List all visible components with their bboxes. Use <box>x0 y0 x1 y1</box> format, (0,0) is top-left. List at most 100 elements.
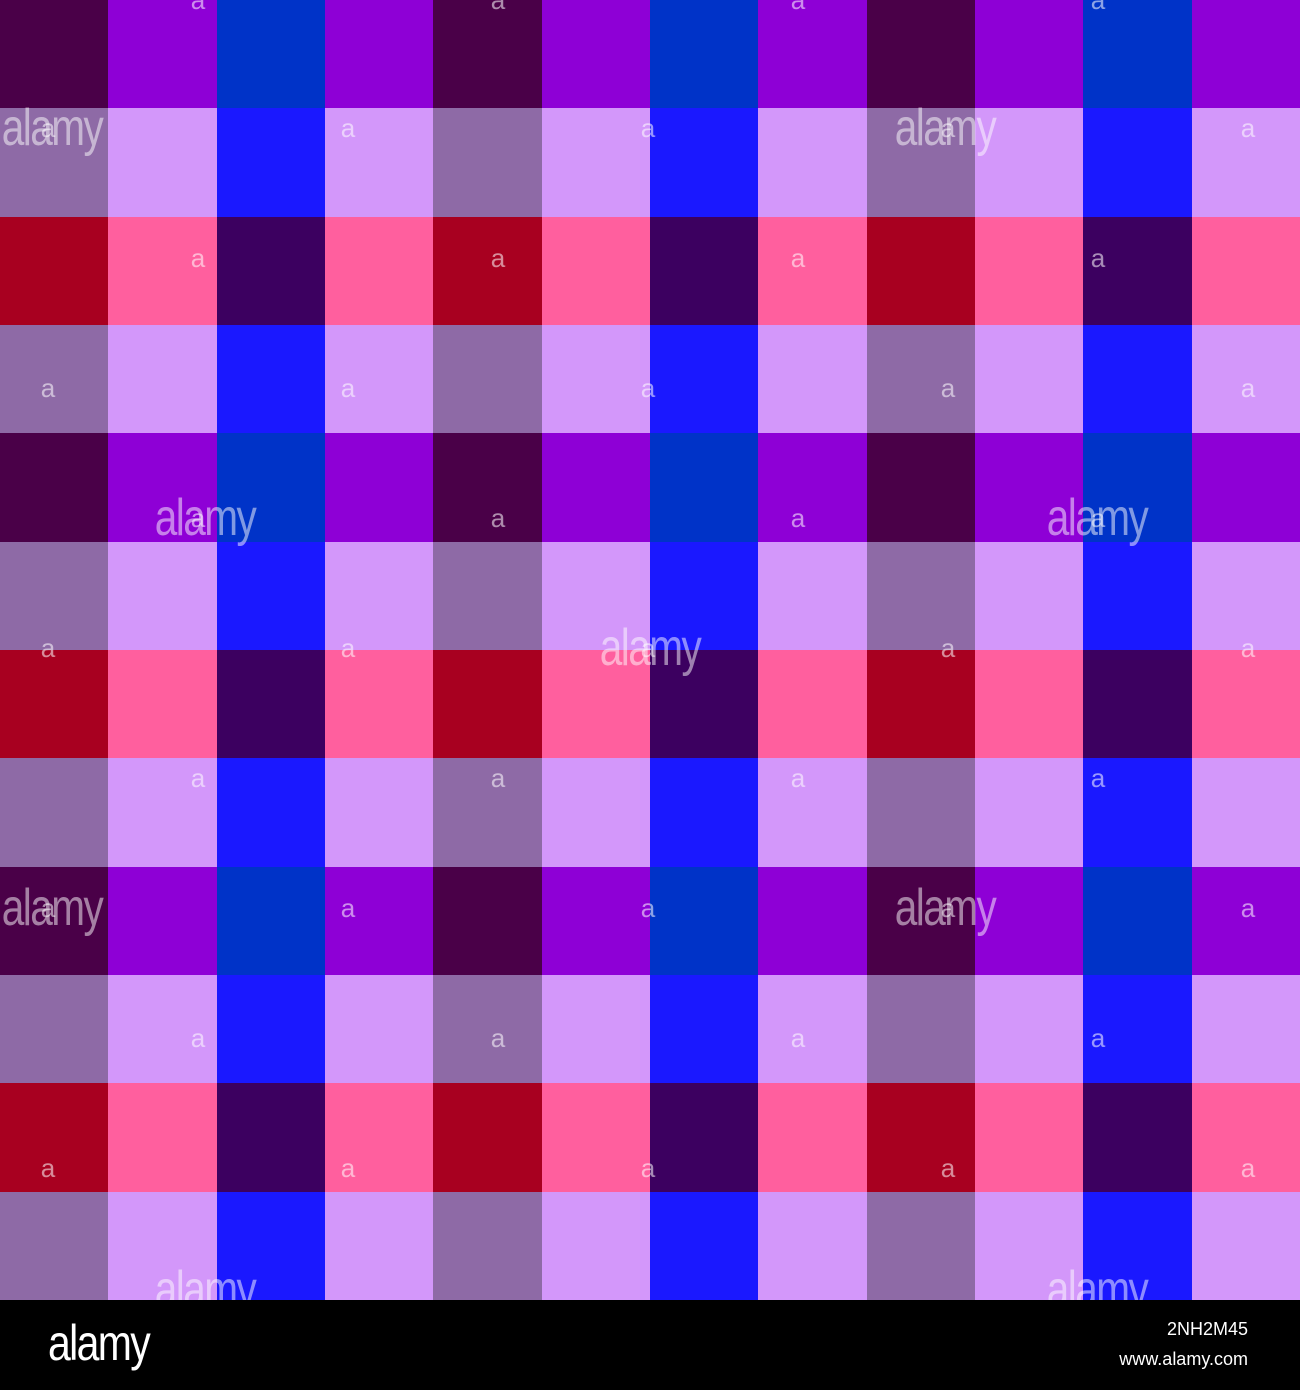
plaid-cell <box>217 217 326 326</box>
plaid-cell <box>0 433 109 542</box>
plaid-cell <box>108 1192 217 1300</box>
plaid-cell <box>0 108 109 217</box>
alamy-logo: alamy <box>48 1315 151 1371</box>
plaid-cell <box>758 867 867 976</box>
plaid-cell <box>325 217 434 326</box>
plaid-cell <box>325 1192 434 1300</box>
plaid-cell <box>108 867 217 976</box>
plaid-cell <box>325 0 434 109</box>
plaid-cell <box>650 217 759 326</box>
plaid-cell <box>867 325 976 434</box>
plaid-cell <box>542 758 651 867</box>
plaid-cell <box>975 867 1084 976</box>
plaid-cell <box>867 433 976 542</box>
plaid-cell <box>217 1083 326 1192</box>
plaid-cell <box>433 758 542 867</box>
plaid-cell <box>1192 433 1300 542</box>
plaid-cell <box>542 542 651 651</box>
plaid-cell <box>650 108 759 217</box>
plaid-cell <box>1192 217 1300 326</box>
plaid-cell <box>650 542 759 651</box>
plaid-cell <box>1083 867 1192 976</box>
plaid-cell <box>975 1192 1084 1300</box>
plaid-cell <box>0 217 109 326</box>
plaid-cell <box>758 542 867 651</box>
plaid-cell <box>325 542 434 651</box>
plaid-cell <box>108 433 217 542</box>
plaid-cell <box>758 433 867 542</box>
plaid-cell <box>108 758 217 867</box>
plaid-cell <box>542 108 651 217</box>
plaid-cell <box>542 867 651 976</box>
plaid-cell <box>758 975 867 1084</box>
plaid-cell <box>1192 1192 1300 1300</box>
plaid-cell <box>867 758 976 867</box>
plaid-cell <box>867 1192 976 1300</box>
plaid-cell <box>758 0 867 109</box>
plaid-cell <box>867 650 976 759</box>
plaid-cell <box>433 325 542 434</box>
plaid-cell <box>867 975 976 1084</box>
plaid-cell <box>867 867 976 976</box>
plaid-cell <box>433 1083 542 1192</box>
plaid-cell <box>975 433 1084 542</box>
plaid-cell <box>1192 758 1300 867</box>
plaid-cell <box>1083 650 1192 759</box>
plaid-cell <box>325 867 434 976</box>
plaid-cell <box>542 975 651 1084</box>
plaid-cell <box>217 650 326 759</box>
plaid-cell <box>108 217 217 326</box>
plaid-cell <box>108 0 217 109</box>
plaid-cell <box>433 542 542 651</box>
plaid-cell <box>1083 758 1192 867</box>
plaid-cell <box>975 758 1084 867</box>
plaid-cell <box>217 1192 326 1300</box>
plaid-cell <box>650 1192 759 1300</box>
plaid-cell <box>542 1083 651 1192</box>
plaid-cell <box>975 0 1084 109</box>
plaid-cell <box>108 108 217 217</box>
plaid-cell <box>433 433 542 542</box>
plaid-cell <box>650 0 759 109</box>
plaid-cell <box>975 542 1084 651</box>
plaid-cell <box>1192 975 1300 1084</box>
plaid-cell <box>1083 0 1192 109</box>
plaid-cell <box>325 325 434 434</box>
plaid-cell <box>1083 217 1192 326</box>
plaid-cell <box>0 325 109 434</box>
plaid-cell <box>325 975 434 1084</box>
plaid-cell <box>217 758 326 867</box>
plaid-cell <box>217 867 326 976</box>
plaid-cell <box>325 108 434 217</box>
plaid-cell <box>542 0 651 109</box>
plaid-cell <box>325 758 434 867</box>
plaid-cell <box>325 433 434 542</box>
plaid-cell <box>1083 1083 1192 1192</box>
plaid-cell <box>433 217 542 326</box>
plaid-cell <box>975 217 1084 326</box>
plaid-cell <box>0 758 109 867</box>
plaid-cell <box>108 650 217 759</box>
plaid-cell <box>867 108 976 217</box>
plaid-cell <box>108 1083 217 1192</box>
plaid-cell <box>433 867 542 976</box>
plaid-cell <box>867 217 976 326</box>
plaid-cell <box>0 867 109 976</box>
plaid-cell <box>433 1192 542 1300</box>
plaid-cell <box>108 325 217 434</box>
plaid-cell <box>108 975 217 1084</box>
plaid-cell <box>1083 108 1192 217</box>
plaid-cell <box>542 433 651 542</box>
plaid-cell <box>1083 975 1192 1084</box>
plaid-cell <box>108 542 217 651</box>
plaid-cell <box>433 0 542 109</box>
plaid-cell <box>0 1192 109 1300</box>
plaid-cell <box>433 975 542 1084</box>
plaid-cell <box>1192 108 1300 217</box>
plaid-cell <box>217 108 326 217</box>
plaid-cell <box>0 650 109 759</box>
plaid-cell <box>1083 325 1192 434</box>
plaid-cell <box>758 650 867 759</box>
plaid-cell <box>1192 0 1300 109</box>
